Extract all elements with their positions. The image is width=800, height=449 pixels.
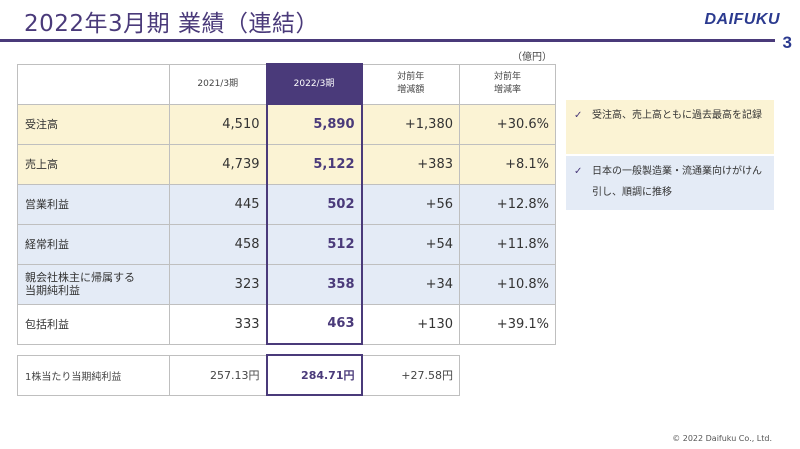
header-blank xyxy=(17,63,170,105)
header-2021: 2021/3期 xyxy=(169,63,267,105)
value-2022: 463 xyxy=(265,303,363,345)
table-row: 売上高 4,739 5,122 +383 +8.1% xyxy=(17,143,556,185)
value-2021: 333 xyxy=(169,303,267,345)
value-2022: 512 xyxy=(265,223,363,265)
page-title: 2022年3月期 業績（連結） xyxy=(24,11,319,37)
header-2022: 2022/3期 xyxy=(265,63,363,105)
table-header-row: 2021/3期 2022/3期 対前年 増減額 対前年 増減率 xyxy=(17,63,556,105)
table-row: 経常利益 458 512 +54 +11.8% xyxy=(17,223,556,265)
value-rate: +39.1% xyxy=(459,303,556,345)
value-rate: +12.8% xyxy=(459,183,556,225)
value-2022: 5,122 xyxy=(265,143,363,185)
header-diff: 対前年 増減額 xyxy=(361,63,460,105)
value-rate: +30.6% xyxy=(459,103,556,145)
value-2021: 323 xyxy=(169,263,267,305)
unit-label: （億円） xyxy=(512,52,552,63)
copyright: © 2022 Daifuku Co., Ltd. xyxy=(672,434,772,443)
row-label: 営業利益 xyxy=(17,183,170,225)
value-rate: +8.1% xyxy=(459,143,556,185)
value-rate: +11.8% xyxy=(459,223,556,265)
eps-2021: 257.13円 xyxy=(169,354,267,396)
value-diff: +34 xyxy=(361,263,460,305)
value-2021: 4,739 xyxy=(169,143,267,185)
company-logo: DAIFUKU xyxy=(704,11,780,28)
value-2021: 458 xyxy=(169,223,267,265)
value-rate: +10.8% xyxy=(459,263,556,305)
value-2022: 5,890 xyxy=(265,103,363,145)
value-2021: 4,510 xyxy=(169,103,267,145)
note-text: 日本の一般製造業・流通業向けがけん引し、順調に推移 xyxy=(592,166,762,198)
note-text: 受注高、売上高ともに過去最高を記録 xyxy=(592,110,762,121)
row-label: 親会社株主に帰属する 当期純利益 xyxy=(17,263,170,305)
note-item: ✓ 受注高、売上高ともに過去最高を記録 xyxy=(566,100,774,154)
value-2022: 502 xyxy=(265,183,363,225)
eps-row: 1株当たり当期純利益 257.13円 284.71円 +27.58円 xyxy=(17,354,460,396)
note-item: ✓ 日本の一般製造業・流通業向けがけん引し、順調に推移 xyxy=(566,156,774,210)
notes-panel: ✓ 受注高、売上高ともに過去最高を記録 ✓ 日本の一般製造業・流通業向けがけん引… xyxy=(566,100,774,210)
row-label: 包括利益 xyxy=(17,303,170,345)
eps-label: 1株当たり当期純利益 xyxy=(17,354,170,396)
row-label: 受注高 xyxy=(17,103,170,145)
title-divider xyxy=(0,39,775,42)
value-diff: +130 xyxy=(361,303,460,345)
row-label: 売上高 xyxy=(17,143,170,185)
value-diff: +1,380 xyxy=(361,103,460,145)
eps-table: 1株当たり当期純利益 257.13円 284.71円 +27.58円 xyxy=(17,354,460,396)
table-row: 営業利益 445 502 +56 +12.8% xyxy=(17,183,556,225)
row-label: 経常利益 xyxy=(17,223,170,265)
value-diff: +54 xyxy=(361,223,460,265)
check-icon: ✓ xyxy=(574,166,583,177)
value-diff: +56 xyxy=(361,183,460,225)
value-2021: 445 xyxy=(169,183,267,225)
value-diff: +383 xyxy=(361,143,460,185)
eps-diff: +27.58円 xyxy=(361,354,460,396)
eps-2022: 284.71円 xyxy=(265,354,363,396)
page-number: 3 xyxy=(782,33,792,52)
header-rate: 対前年 増減率 xyxy=(459,63,556,105)
table-row: 受注高 4,510 5,890 +1,380 +30.6% xyxy=(17,103,556,145)
check-icon: ✓ xyxy=(574,110,583,121)
results-table: 2021/3期 2022/3期 対前年 増減額 対前年 増減率 受注高 4,510… xyxy=(17,63,556,345)
table-row: 親会社株主に帰属する 当期純利益 323 358 +34 +10.8% xyxy=(17,263,556,305)
table-row: 包括利益 333 463 +130 +39.1% xyxy=(17,303,556,345)
value-2022: 358 xyxy=(265,263,363,305)
